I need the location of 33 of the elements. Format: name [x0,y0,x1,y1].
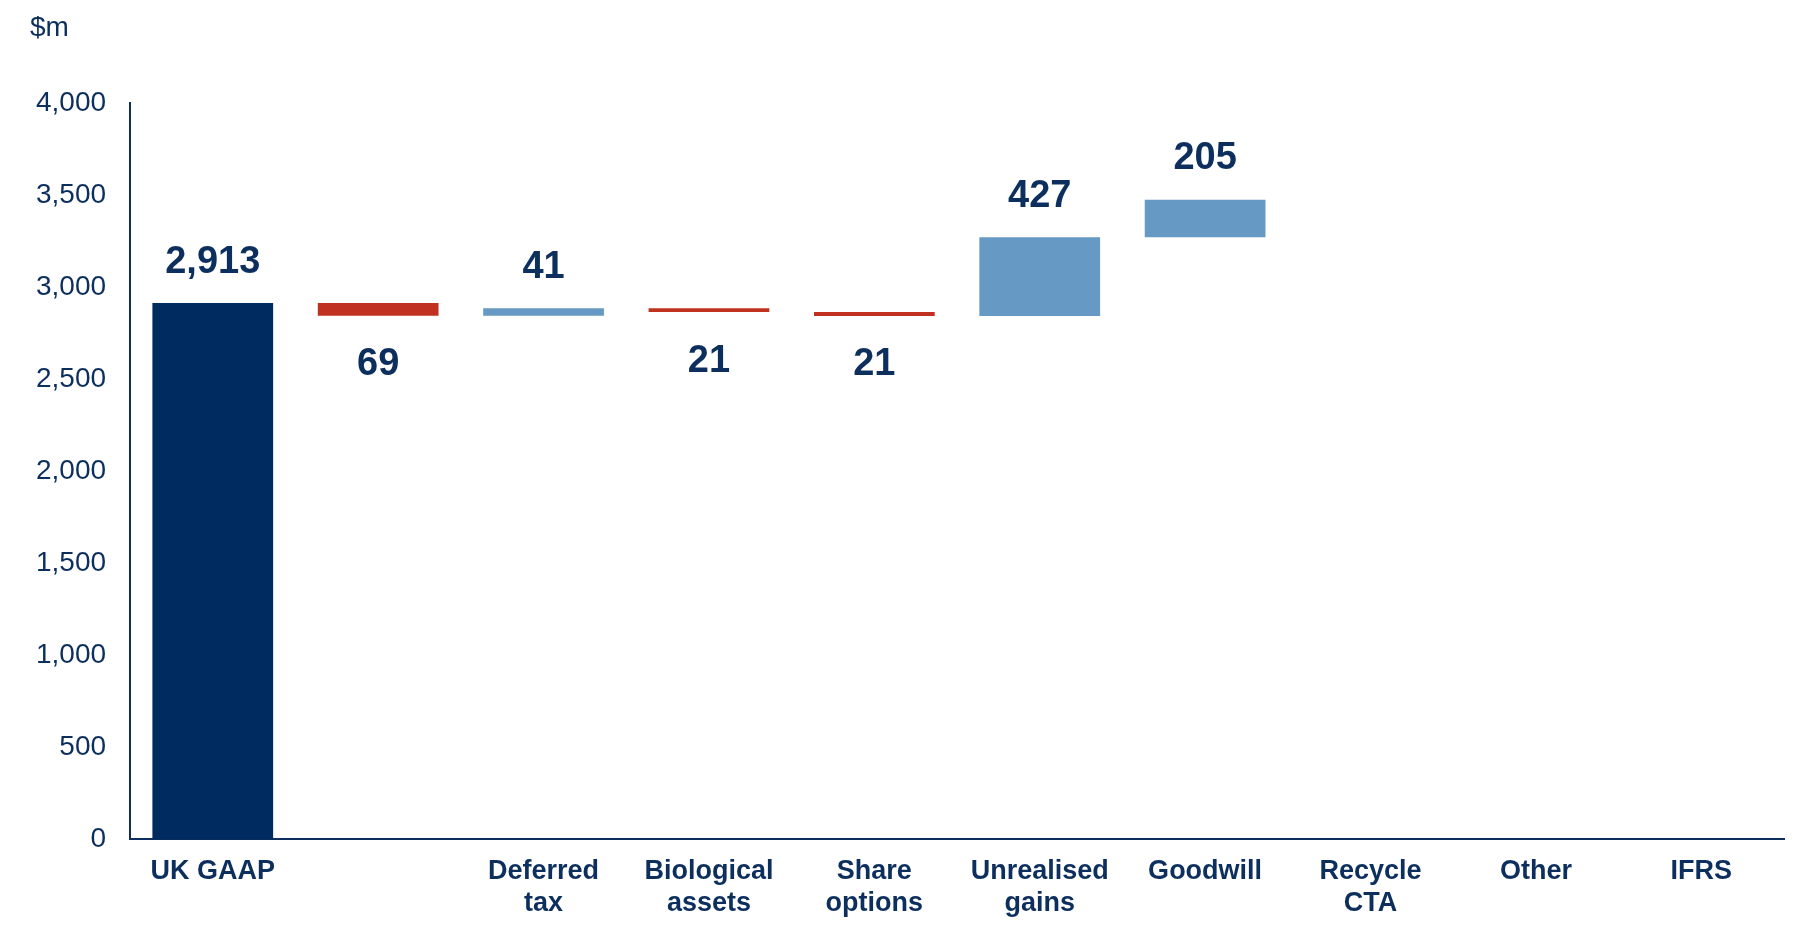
y-tick-label: 1,500 [35,545,107,577]
x-tick-label: UK GAAP [150,854,276,885]
data-label: 69 [357,341,400,384]
y-tick-label: 2,500 [35,361,107,393]
data-label: 2,913 [165,238,261,281]
y-tick-label: 3,000 [35,269,107,301]
x-tick-label: Goodwill [1148,854,1263,885]
bar [317,303,439,316]
y-tick-label: 2,000 [35,453,107,485]
x-tick-label: Unrealised gains [970,854,1109,918]
y-tick-label: 3,500 [35,177,107,209]
bar [648,308,770,313]
x-tick-label: IFRS [1670,854,1733,885]
data-label: 427 [1008,172,1072,215]
bar [979,237,1101,316]
x-tick-label: Deferred tax [488,854,600,918]
x-tick-label: Other [1499,854,1573,885]
bar [1144,199,1266,238]
y-tick-label: 4,000 [35,85,107,117]
data-label: 21 [853,341,896,384]
y-tick-label: 0 [90,821,107,853]
bar [483,308,604,316]
y-tick-label: 500 [59,729,107,761]
data-label: 41 [522,243,565,286]
x-tick-label: Recycle CTA [1319,854,1422,918]
data-label: 21 [687,337,731,380]
bar [813,312,935,316]
y-tick-label: 1,000 [35,637,107,669]
y-axis-title: $m [30,10,69,42]
data-label: 205 [1173,135,1237,178]
x-tick-label: Biological assets [644,854,774,918]
x-tick-label: Share options [825,854,924,918]
bar [152,303,274,840]
